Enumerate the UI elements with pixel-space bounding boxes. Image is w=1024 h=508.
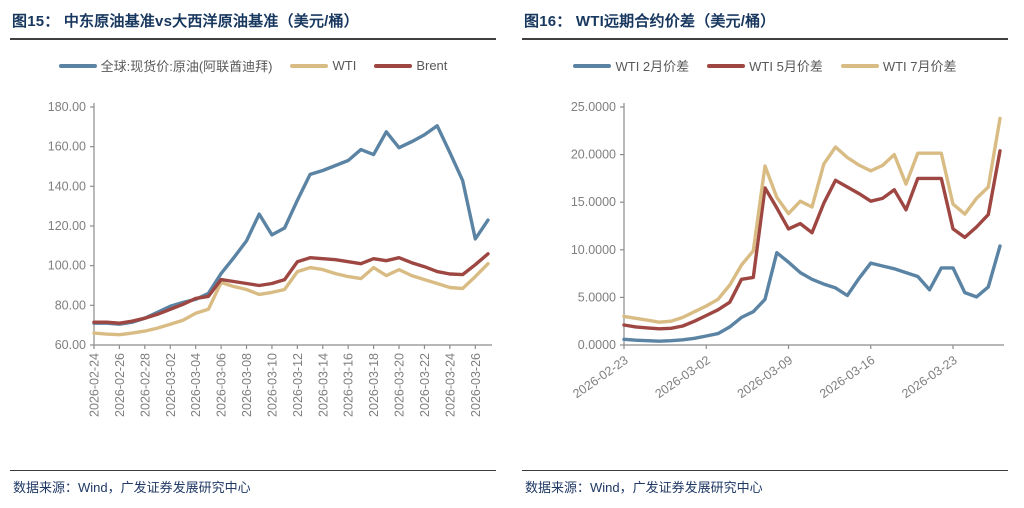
x-tick-label: 2026-03-02 [653, 353, 713, 401]
legend-item: WTI 5月价差 [707, 56, 823, 75]
y-tick-label: 20.0000 [571, 148, 616, 162]
x-tick-label: 2026-03-26 [469, 353, 483, 417]
figure-16-title: 图16： WTI远期合约价差（美元/桶） [522, 8, 1008, 40]
legend-item: 全球:现货价:原油(阿联酋迪拜) [58, 56, 273, 75]
y-tick-label: 100.00 [48, 259, 86, 273]
legend-label: WTI [332, 58, 357, 73]
x-tick-label: 2026-02-24 [88, 353, 102, 417]
x-tick-label: 2026-03-04 [189, 353, 203, 417]
x-tick-label: 2026-03-06 [215, 353, 229, 417]
figure-16-source-note: 数据来源：Wind，广发证券发展研究中心 [522, 470, 1008, 498]
figure-16-legend: WTI 2月价差 WTI 5月价差 WTI 7月价差 [522, 56, 1008, 75]
legend-label: WTI 5月价差 [749, 59, 823, 74]
figure-16-line-chart: 0.0000 5.0000 10.0000 15.0000 20.0000 25.0000… [570, 100, 1004, 401]
x-tick-label: 2026-03-23 [899, 353, 959, 401]
y-tick-label: 25.0000 [571, 100, 616, 114]
x-tick-label: 2026-03-08 [240, 353, 254, 417]
figure-16-panel: 图16： WTI远期合约价差（美元/桶） WTI 2月价差 WTI 5月价差 WTI… [512, 0, 1024, 508]
legend-item: WTI 2月价差 [573, 56, 689, 75]
legend-swatch [374, 63, 413, 68]
x-tick-label: 2026-03-12 [291, 353, 305, 417]
legend-item: WTI 7月价差 [840, 56, 957, 75]
legend-swatch [58, 63, 97, 68]
y-tick-label: 60.00 [55, 338, 86, 352]
y-tick-label: 15.0000 [571, 195, 616, 209]
series-line [622, 149, 1002, 331]
x-tick-label: 2026-02-26 [113, 353, 127, 417]
y-tick-label: 0.0000 [578, 338, 616, 352]
legend-label: WTI 2月价差 [615, 59, 690, 74]
figure-15-line-chart: 60.00 80.00 100.00 120.00 140.00 160.00 180.00… [48, 100, 492, 417]
series-line [92, 261, 490, 337]
legend-swatch [707, 63, 746, 68]
series-line [92, 124, 490, 326]
figure-15-title: 图15： 中东原油基准vs大西洋原油基准（美元/桶） [10, 8, 496, 40]
x-tick-label: 2026-03-24 [443, 353, 457, 417]
legend-swatch [573, 63, 612, 68]
y-tick-label: 80.00 [55, 298, 86, 312]
y-tick-label: 10.0000 [571, 243, 616, 257]
legend-swatch [290, 63, 329, 68]
x-tick-label: 2026-02-28 [138, 353, 152, 417]
y-tick-label: 5.0000 [578, 290, 616, 304]
y-tick-label: 140.00 [48, 179, 86, 193]
x-tick-label: 2026-03-16 [817, 353, 877, 401]
series-line [622, 116, 1002, 324]
y-tick-label: 160.00 [48, 140, 86, 154]
x-tick-label: 2026-03-16 [342, 353, 356, 417]
figure-15-legend: 全球:现货价:原油(阿联酋迪拜) WTI Brent [10, 56, 496, 75]
x-tick-label: 2026-03-10 [265, 353, 279, 417]
series-line [92, 252, 490, 325]
source-text: 数据来源：Wind，广发证券发展研究中心 [13, 480, 251, 495]
legend-label: Brent [416, 58, 448, 73]
x-tick-label: 2026-03-09 [735, 353, 795, 401]
y-tick-label: 120.00 [48, 219, 86, 233]
x-tick-label: 2026-03-22 [418, 353, 432, 417]
legend-item: Brent [374, 58, 447, 73]
legend-label: WTI 7月价差 [882, 59, 957, 74]
x-tick-label: 2026-03-20 [393, 353, 407, 417]
legend-label: 全球:现货价:原油(阿联酋迪拜) [100, 59, 273, 74]
legend-item: WTI [290, 58, 356, 73]
legend-swatch [840, 63, 879, 68]
source-text: 数据来源：Wind，广发证券发展研究中心 [525, 480, 763, 495]
x-tick-label: 2026-03-02 [164, 353, 178, 417]
figure-15-panel: 图15： 中东原油基准vs大西洋原油基准（美元/桶） 全球:现货价:原油(阿联酋… [10, 8, 496, 498]
x-tick-label: 2026-02-23 [570, 353, 630, 401]
x-tick-label: 2026-03-14 [316, 353, 330, 417]
figure-15-source-note: 数据来源：Wind，广发证券发展研究中心 [10, 470, 496, 498]
series-line [622, 244, 1002, 343]
y-tick-label: 180.00 [48, 100, 86, 114]
x-tick-label: 2026-03-18 [367, 353, 381, 417]
